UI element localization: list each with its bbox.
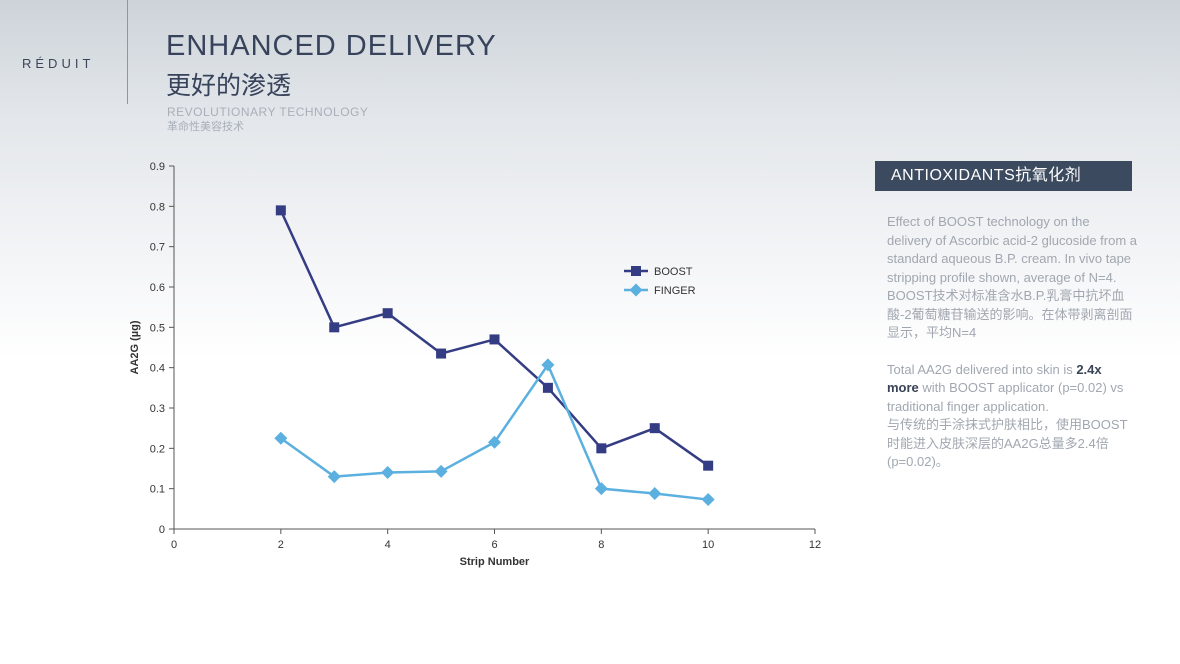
y-tick-label: 0.9 bbox=[150, 161, 165, 173]
panel-paragraph-2: Total AA2G delivered into skin is 2.4x m… bbox=[887, 361, 1137, 417]
data-point-boost bbox=[649, 423, 660, 434]
data-point-finger bbox=[381, 466, 395, 480]
header-divider bbox=[127, 0, 128, 104]
data-point-boost bbox=[489, 334, 500, 345]
panel-paragraph-2-cn: 与传统的手涂抹式护肤相比，使用BOOST时能进入皮肤深层的AA2G总量多2.4倍… bbox=[887, 417, 1128, 469]
x-tick-label: 12 bbox=[809, 539, 821, 551]
data-point-boost bbox=[596, 443, 607, 454]
y-tick-label: 0.6 bbox=[150, 282, 165, 294]
x-tick-label: 6 bbox=[491, 539, 497, 551]
x-tick-label: 8 bbox=[598, 539, 604, 551]
page-subtitle: REVOLUTIONARY TECHNOLOGY bbox=[167, 105, 369, 119]
legend-label-boost: BOOST bbox=[654, 266, 693, 278]
panel-title: ANTIOXIDANTS抗氧化剂 bbox=[875, 161, 1132, 191]
data-point-boost bbox=[329, 322, 340, 333]
y-tick-label: 0.3 bbox=[150, 403, 165, 415]
data-point-boost bbox=[703, 460, 714, 471]
x-tick-label: 0 bbox=[171, 539, 177, 551]
panel-paragraph-1: Effect of BOOST technology on the delive… bbox=[887, 214, 1138, 285]
data-point-finger bbox=[488, 435, 501, 449]
y-tick-label: 0.2 bbox=[150, 443, 165, 455]
data-point-finger bbox=[541, 358, 555, 372]
x-axis-label: Strip Number bbox=[460, 556, 530, 568]
panel-p2-before: Total AA2G delivered into skin is bbox=[887, 361, 1077, 377]
legend-marker-boost bbox=[631, 266, 641, 276]
panel-p2-after: with BOOST applicator (p=0.02) vs tradit… bbox=[887, 380, 1124, 414]
data-point-boost bbox=[542, 382, 553, 393]
data-point-boost bbox=[382, 308, 393, 319]
y-axis-label: AA2G (µg) bbox=[129, 320, 141, 374]
page-title: ENHANCED DELIVERY bbox=[166, 30, 497, 62]
panel-description: Effect of BOOST technology on the delive… bbox=[887, 213, 1137, 472]
x-tick-label: 4 bbox=[385, 539, 391, 551]
y-tick-label: 0.7 bbox=[150, 242, 165, 254]
data-point-finger bbox=[594, 482, 608, 496]
data-point-finger bbox=[434, 464, 448, 478]
data-point-boost bbox=[436, 348, 447, 359]
y-tick-label: 0.8 bbox=[150, 201, 165, 213]
x-tick-label: 2 bbox=[278, 539, 284, 551]
x-tick-label: 10 bbox=[702, 539, 714, 551]
y-tick-label: 0.4 bbox=[150, 363, 165, 375]
panel-p2-highlight: 2.4x more bbox=[887, 361, 1102, 396]
legend-marker-finger bbox=[629, 283, 643, 297]
panel-paragraph-1-cn: BOOST技术对标准含水B.P.乳膏中抗坏血酸-2葡萄糖苷输送的影响。在体带剥离… bbox=[887, 288, 1133, 340]
data-point-boost bbox=[275, 205, 286, 216]
page-subtitle-cn: 革命性美容技术 bbox=[167, 121, 244, 133]
data-point-finger bbox=[274, 431, 288, 445]
data-point-finger bbox=[648, 487, 662, 501]
y-tick-label: 0.1 bbox=[150, 484, 165, 496]
y-tick-label: 0.5 bbox=[150, 322, 165, 334]
y-tick-label: 0 bbox=[159, 524, 165, 536]
brand-logo: RÉDUIT bbox=[22, 56, 95, 71]
legend-label-finger: FINGER bbox=[654, 285, 696, 297]
page-title-cn: 更好的渗透 bbox=[166, 72, 292, 100]
data-point-finger bbox=[327, 470, 341, 484]
data-point-finger bbox=[701, 493, 715, 507]
